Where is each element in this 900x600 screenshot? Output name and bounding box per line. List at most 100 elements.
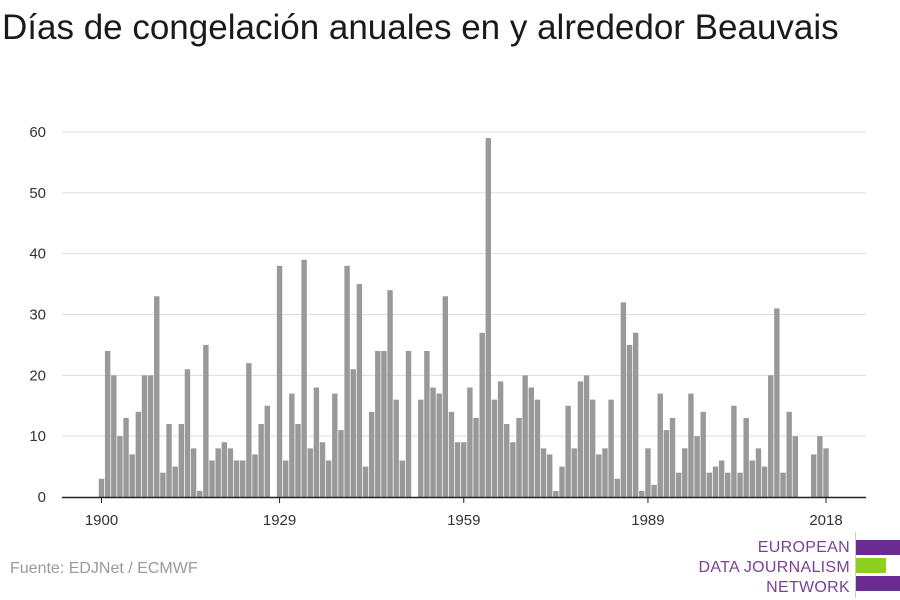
bar-1979 [583, 375, 590, 497]
bar-2013 [792, 436, 799, 497]
bar-1923 [240, 460, 246, 497]
bar-1917 [203, 344, 209, 497]
bar-1902 [111, 375, 117, 497]
bar-2006 [749, 460, 756, 497]
bar-1993 [669, 417, 676, 497]
x-tick-label: 1929 [263, 512, 296, 529]
bar-1930 [282, 460, 289, 497]
logo-line-2: DATA JOURNALISM [698, 559, 850, 576]
y-tick-label: 40 [29, 246, 46, 263]
bar-1958 [454, 442, 461, 497]
bar-1939 [338, 430, 344, 497]
bar-1983 [608, 399, 614, 497]
y-tick-labels: 0 10 20 30 40 50 60 [29, 124, 46, 506]
bar-1935 [313, 387, 320, 497]
bar-1925 [252, 454, 258, 497]
bar-2007 [755, 448, 762, 497]
bar-1954 [430, 387, 436, 497]
bar-1971 [534, 399, 541, 497]
bar-1940 [344, 265, 350, 497]
logo-bar-bottom [856, 576, 900, 591]
bar-1984 [614, 478, 620, 497]
bar-1941 [350, 369, 356, 497]
bar-1996 [688, 393, 694, 497]
edjnet-logo[interactable]: EUROPEAN DATA JOURNALISM NETWORK [699, 532, 900, 598]
x-tick-labels: 1900 1929 1959 1989 2018 [85, 497, 843, 529]
bar-1912 [172, 466, 178, 497]
x-tick-label: 1900 [85, 512, 118, 529]
bar-1963 [485, 138, 492, 498]
bar-1945 [375, 351, 381, 497]
bar-2003 [731, 405, 737, 497]
bar-1987 [632, 332, 639, 497]
bar-1911 [166, 424, 172, 497]
bar-1948 [393, 399, 399, 497]
bar-1924 [246, 363, 252, 497]
bar-1916 [197, 490, 203, 497]
x-tick-label: 1959 [447, 512, 480, 529]
bar-1929 [276, 265, 283, 497]
source-note: Fuente: EDJNet / ECMWF [10, 560, 198, 577]
bar-1986 [626, 344, 633, 497]
bar-1931 [289, 393, 295, 497]
bar-1956 [442, 296, 449, 497]
bar-1932 [295, 424, 301, 497]
bar-1972 [540, 448, 547, 497]
bar-1901 [104, 351, 111, 497]
bar-1994 [675, 472, 682, 497]
bar-1918 [209, 460, 215, 497]
bar-1960 [467, 387, 473, 497]
logo-divider [855, 532, 856, 598]
bar-1934 [307, 448, 313, 497]
bar-1962 [479, 332, 485, 497]
bar-1967 [510, 442, 516, 497]
bar-1968 [516, 417, 522, 497]
bar-1997 [694, 436, 700, 497]
logo-bar-top [856, 540, 900, 555]
bar-1966 [504, 424, 510, 497]
bar-1964 [491, 399, 498, 497]
bar-1955 [436, 393, 442, 497]
bar-1973 [547, 454, 553, 497]
bar-2017 [817, 436, 823, 497]
logo-text: EUROPEAN DATA JOURNALISM NETWORK [699, 538, 850, 598]
bar-1910 [160, 472, 166, 497]
bar-2004 [737, 472, 743, 497]
bar-1998 [700, 411, 706, 497]
logo-line-1: EUROPEAN [757, 539, 850, 556]
bar-1977 [571, 448, 577, 497]
logo-line-3: NETWORK [766, 579, 850, 596]
bar-1938 [332, 393, 338, 497]
bar-1937 [325, 460, 332, 497]
bar-1904 [123, 417, 129, 497]
bar-1900 [98, 478, 105, 497]
bar-1949 [399, 460, 406, 497]
bar-1975 [559, 466, 565, 497]
bar-2005 [743, 417, 749, 497]
chart-title: Días de congelación anuales en y alreded… [2, 8, 839, 47]
bar-2012 [786, 411, 792, 497]
bar-1905 [129, 454, 135, 497]
bar-1970 [528, 387, 534, 497]
bar-2016 [811, 454, 817, 497]
bar-1961 [473, 417, 479, 497]
bar-1933 [301, 259, 307, 497]
bar-1976 [565, 405, 571, 497]
bar-1920 [221, 442, 227, 497]
bar-1990 [651, 484, 657, 497]
bar-2002 [725, 472, 731, 497]
x-tick-label: 2018 [809, 512, 842, 529]
bar-1982 [602, 448, 608, 497]
logo-bar-middle [856, 558, 886, 573]
bar-1957 [448, 411, 455, 497]
y-tick-label: 20 [29, 367, 46, 384]
bar-1965 [497, 381, 504, 497]
bar-1953 [424, 351, 430, 497]
bar-2009 [768, 375, 774, 497]
bar-1922 [233, 460, 240, 497]
bar-1906 [135, 411, 142, 497]
bar-1988 [639, 490, 645, 497]
bar-1914 [184, 369, 191, 497]
y-tick-label: 0 [38, 489, 46, 506]
bar-1992 [663, 430, 670, 497]
